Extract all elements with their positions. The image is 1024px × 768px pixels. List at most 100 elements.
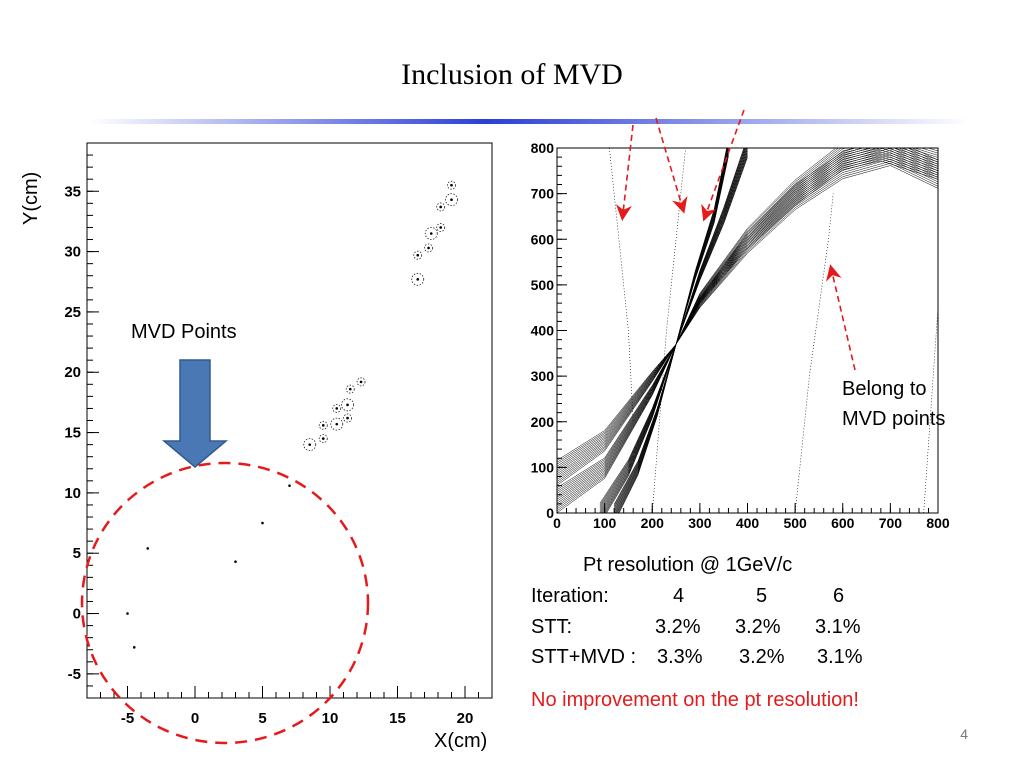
row-stt-v2: 3.2%: [735, 616, 781, 638]
right-xtick-label: 700: [879, 515, 903, 531]
left-ytick-label: 15: [64, 425, 81, 442]
track-line: [557, 148, 938, 478]
left-xtick-label: 10: [322, 710, 339, 727]
mvd-region-circle: [80, 461, 370, 745]
slide-title: Inclusion of MVD: [401, 58, 623, 91]
row-iteration-v3: 6: [833, 585, 845, 607]
track-line: [557, 148, 938, 512]
track-line: [557, 150, 938, 475]
track-line: [557, 160, 938, 465]
mvd-hit-ring: [424, 243, 433, 253]
hit-point: [335, 422, 339, 426]
mvd-hit-ring: [411, 272, 425, 286]
right-xtick-label: 100: [593, 515, 617, 531]
track-line: [606, 148, 745, 513]
left-ytick-label: -5: [68, 666, 81, 683]
hit-point: [416, 253, 420, 257]
track-line: [557, 148, 938, 480]
conclusion-text: No improvement on the pt resolution!: [531, 689, 859, 711]
track-line: [557, 148, 938, 510]
right-ytick-label: 100: [531, 459, 555, 475]
hit-point: [335, 407, 339, 410]
red-dashed-arrow-icon: [615, 124, 634, 221]
track-line: [600, 148, 748, 513]
right-xtick-label: 400: [736, 515, 760, 531]
mvd-arrow-icon: [161, 359, 229, 468]
row-iteration-label: Iteration:: [531, 585, 609, 607]
hit-point: [450, 198, 453, 202]
annotation-overlays: [615, 109, 856, 371]
mvd-hit-ring: [345, 384, 355, 394]
title-divider: [90, 119, 970, 124]
hit-point: [126, 612, 129, 615]
mvd-hit-ring: [436, 202, 446, 212]
right-plot-ticks: 0 100 200 300 400 500 600 700 800 0 100 200 300 400 50…: [531, 140, 950, 531]
right-ytick-label: 300: [531, 368, 555, 384]
hit-point: [439, 205, 443, 209]
left-plot-points: [80, 180, 458, 745]
row-sttmvd-label: STT+MVD :: [531, 646, 637, 668]
track-line: [557, 165, 938, 461]
track-line: [557, 149, 938, 498]
left-ytick-label: 35: [64, 183, 81, 200]
track-line: [557, 156, 938, 469]
hit-point: [261, 521, 264, 525]
hit-point: [439, 226, 443, 229]
row-iteration-v2: 5: [756, 585, 768, 607]
track-line: [601, 148, 747, 513]
track-line: [609, 148, 634, 422]
right-xtick-label: 500: [783, 515, 807, 531]
mvd-hit-ring: [436, 223, 446, 232]
hit-point: [321, 424, 325, 427]
track-line: [557, 160, 938, 489]
right-ytick-label: 700: [531, 186, 555, 202]
mvd-hit-ring: [413, 250, 423, 260]
left-x-axis-label: X(cm): [434, 730, 488, 752]
hit-point: [132, 646, 136, 649]
row-stt-v3: 3.1%: [815, 616, 861, 638]
right-ytick-label: 800: [531, 140, 555, 156]
right-ytick-label: 0: [546, 505, 554, 521]
right-xtick-label: 200: [641, 515, 665, 531]
hit-point: [146, 547, 150, 550]
track-line: [557, 154, 938, 471]
left-xtick-label: 15: [389, 710, 406, 727]
hit-point: [346, 416, 349, 420]
left-xtick-label: 0: [191, 710, 199, 727]
track-line: [557, 158, 938, 490]
right-ytick-label: 400: [531, 323, 555, 339]
hit-point: [359, 380, 363, 384]
mvd-points-annotation: MVD Points: [131, 321, 237, 343]
track-line: [557, 156, 938, 492]
belong-to-label-line2: MVD points: [842, 408, 946, 430]
track-line: [794, 193, 834, 513]
red-dashed-arrow-icon: [826, 264, 856, 371]
hit-point: [321, 437, 325, 440]
right-xtick-label: 0: [553, 515, 561, 531]
hit-point: [348, 387, 352, 391]
right-plot-frame: [556, 147, 939, 514]
mvd-hit-ring: [356, 377, 366, 387]
hit-point: [429, 232, 433, 235]
hit-point: [427, 246, 430, 250]
mvd-hit-ring: [447, 180, 456, 190]
mvd-hit-ring: [332, 404, 342, 413]
track-line: [603, 148, 746, 513]
track-line: [557, 154, 938, 494]
mvd-hit-ring: [330, 417, 344, 431]
right-plot-tracks: [557, 148, 938, 513]
hit-point: [416, 278, 420, 281]
right-xtick-label: 600: [831, 515, 855, 531]
right-xtick-label: 800: [926, 515, 950, 531]
left-ytick-label: 5: [73, 545, 81, 562]
mvd-hit-ring: [318, 434, 328, 443]
page-number: 4: [960, 726, 968, 742]
mvd-hit-ring: [303, 438, 317, 452]
right-ytick-label: 600: [531, 231, 555, 247]
track-line: [604, 148, 746, 513]
row-sttmvd-v1: 3.3%: [657, 646, 703, 668]
right-xtick-label: 300: [688, 515, 712, 531]
left-ytick-label: 25: [64, 304, 81, 321]
